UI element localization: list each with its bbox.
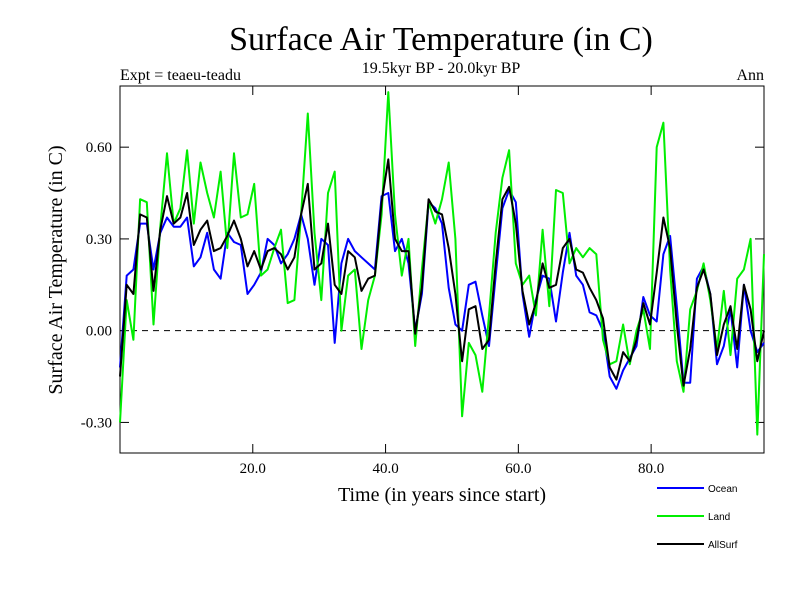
chart-subtitle: 19.5kyr BP - 20.0kyr BP <box>362 60 521 77</box>
experiment-label: Expt = teaeu-teadu <box>120 67 241 84</box>
legend-label-ocean: Ocean <box>708 484 737 495</box>
legend-label-land: Land <box>708 512 730 523</box>
x-tick-label: 60.0 <box>505 461 531 477</box>
y-tick-label: 0.30 <box>86 232 112 248</box>
season-label: Ann <box>736 67 764 84</box>
series-lines <box>119 91 765 436</box>
x-tick-label: 80.0 <box>638 461 664 477</box>
series-line-land <box>119 91 765 436</box>
plot-frame <box>119 85 765 454</box>
x-tick-label: 40.0 <box>372 461 398 477</box>
series-line-allsurf <box>119 158 765 387</box>
series-line-ocean <box>119 189 765 390</box>
y-tick-label: 0.00 <box>86 324 112 340</box>
legend-label-allsurf: AllSurf <box>708 540 738 551</box>
y-tick-label: 0.60 <box>86 140 112 156</box>
y-tick-label: -0.30 <box>81 415 112 431</box>
chart-title: Surface Air Temperature (in C) <box>229 21 653 58</box>
x-tick-label: 20.0 <box>240 461 266 477</box>
y-axis-label: Surface Air Temperature (in C) <box>45 145 67 394</box>
y-axis: -0.30 0.00 0.30 0.60 <box>81 140 764 431</box>
x-axis: 20.0 40.0 60.0 80.0 <box>240 86 664 477</box>
x-axis-label: Time (in years since start) <box>338 484 546 506</box>
legend: Ocean Land AllSurf <box>657 484 738 551</box>
